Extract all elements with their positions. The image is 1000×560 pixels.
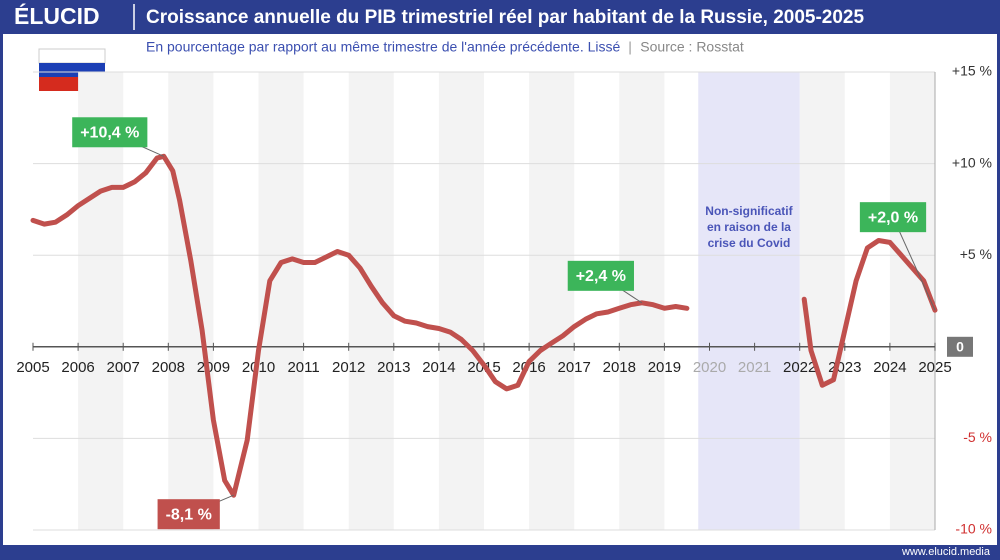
x-tick-label: 2020 <box>693 359 726 376</box>
y-tick-label: +10 % <box>952 154 992 170</box>
y-tick-label: -10 % <box>955 521 992 537</box>
year-band <box>529 72 575 530</box>
plot: Non-significatif en raison de la crise du … <box>16 63 992 537</box>
y-tick-label: 0 <box>956 339 964 355</box>
annotation-label: +10,4 % <box>80 124 139 141</box>
x-tick-label: 2012 <box>332 359 365 376</box>
footer-bar <box>0 545 1000 560</box>
x-tick-label: 2014 <box>422 359 455 376</box>
x-tick-label: 2024 <box>873 359 906 376</box>
x-tick-label: 2021 <box>738 359 771 376</box>
covid-note: crise du Covid <box>708 236 791 250</box>
y-tick-label: -5 % <box>963 429 992 445</box>
y-tick-label: +15 % <box>952 63 992 79</box>
subtitle: En pourcentage par rapport au même trime… <box>146 39 620 55</box>
x-tick-label: 2018 <box>603 359 636 376</box>
year-band <box>168 72 214 530</box>
x-tick-label: 2011 <box>287 359 319 376</box>
x-tick-label: 2007 <box>107 359 140 376</box>
x-tick-label: 2013 <box>377 359 410 376</box>
covid-note: Non-significatif <box>705 204 793 218</box>
x-tick-label: 2005 <box>16 359 49 376</box>
annotation-label: +2,0 % <box>868 209 918 226</box>
x-tick-label: 2022 <box>783 359 816 376</box>
brand: ÉLUCID <box>14 2 100 29</box>
website: www.elucid.media <box>901 546 991 558</box>
annotation-box <box>157 499 220 530</box>
data-line <box>30 153 938 498</box>
annotation-box <box>72 117 148 148</box>
x-tick-label: 2019 <box>648 359 681 376</box>
x-tick-label: 2009 <box>197 359 230 376</box>
annotation-leader <box>892 216 936 311</box>
year-band <box>438 72 484 530</box>
year-band <box>799 72 845 530</box>
annotation-label: +2,4 % <box>576 268 626 285</box>
annotation-box <box>567 260 634 291</box>
source: Source : Rosstat <box>640 39 744 55</box>
year-band <box>78 72 124 530</box>
annotation-box <box>859 202 927 233</box>
chart-title: Croissance annuelle du PIB trimestriel r… <box>146 7 864 28</box>
x-tick-label: 2008 <box>152 359 185 376</box>
covid-note: en raison de la <box>707 220 791 234</box>
x-tick-label: 2025 <box>918 359 951 376</box>
year-band <box>348 72 394 530</box>
annotation-label: -8,1 % <box>166 506 212 523</box>
year-band <box>889 72 935 530</box>
separator: | <box>628 39 632 55</box>
x-tick-label: 2006 <box>61 359 94 376</box>
zero-label-box <box>947 336 973 357</box>
header-bar <box>0 0 1000 34</box>
x-tick-label: 2017 <box>558 359 591 376</box>
flag-white <box>38 48 106 64</box>
y-tick-label: +5 % <box>960 246 992 262</box>
covid-band <box>698 72 800 530</box>
